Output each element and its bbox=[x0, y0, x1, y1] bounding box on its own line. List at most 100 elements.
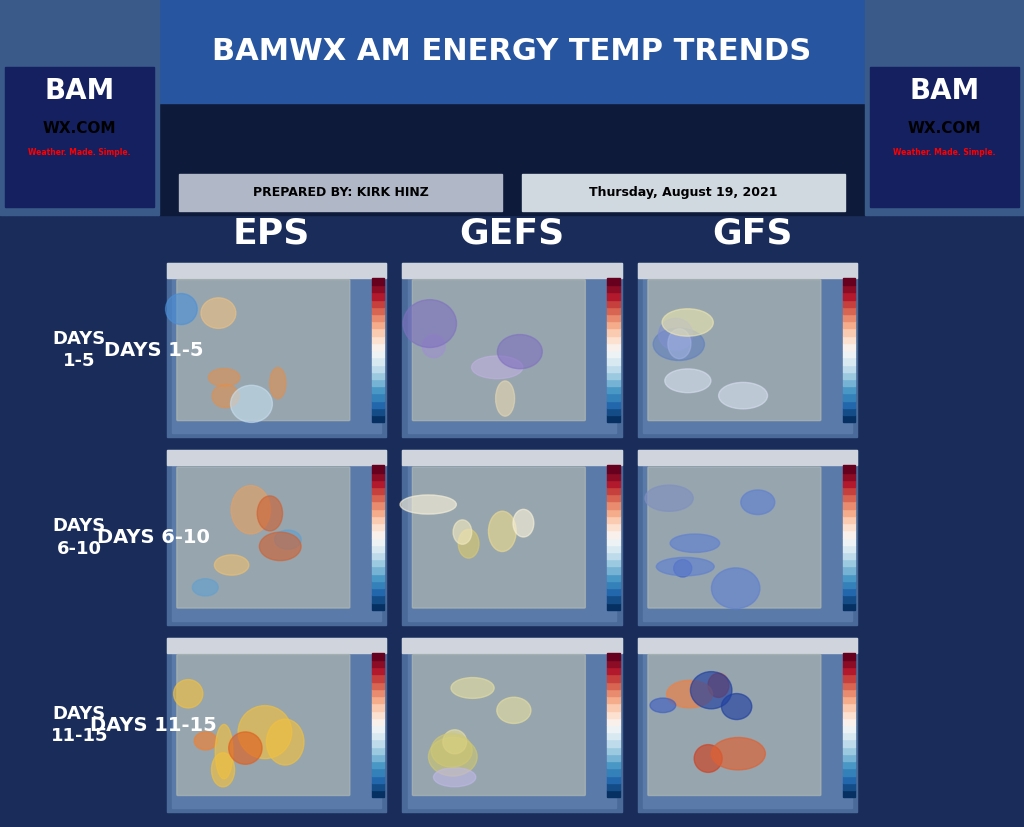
Ellipse shape bbox=[496, 381, 515, 416]
Ellipse shape bbox=[212, 385, 239, 408]
Bar bbox=[607, 278, 620, 285]
Text: DAYS
6-10: DAYS 6-10 bbox=[52, 518, 106, 557]
Ellipse shape bbox=[201, 298, 236, 328]
Bar bbox=[607, 495, 620, 501]
Text: DAYS 6-10: DAYS 6-10 bbox=[97, 528, 210, 547]
Bar bbox=[607, 703, 620, 710]
Bar bbox=[372, 278, 384, 285]
Ellipse shape bbox=[471, 356, 523, 379]
Text: WX.COM: WX.COM bbox=[43, 121, 116, 136]
Bar bbox=[372, 379, 384, 386]
Bar bbox=[372, 415, 384, 423]
Bar bbox=[638, 451, 857, 466]
Ellipse shape bbox=[694, 744, 722, 772]
Text: DAYS 1-5: DAYS 1-5 bbox=[103, 341, 204, 360]
Bar bbox=[607, 559, 620, 566]
Ellipse shape bbox=[665, 369, 711, 393]
Bar bbox=[159, 103, 865, 215]
Bar bbox=[372, 314, 384, 321]
Bar bbox=[167, 451, 386, 624]
Bar bbox=[372, 689, 384, 696]
Bar bbox=[843, 703, 855, 710]
Bar bbox=[843, 790, 855, 797]
Bar bbox=[372, 538, 384, 545]
Ellipse shape bbox=[269, 367, 286, 399]
Bar bbox=[372, 790, 384, 797]
Text: GEFS: GEFS bbox=[460, 217, 564, 251]
FancyBboxPatch shape bbox=[413, 654, 586, 796]
Bar bbox=[607, 530, 620, 538]
Bar bbox=[865, 0, 1024, 215]
Ellipse shape bbox=[212, 753, 234, 786]
Text: BAM: BAM bbox=[44, 77, 115, 105]
Ellipse shape bbox=[453, 520, 472, 544]
Ellipse shape bbox=[208, 369, 240, 386]
Bar bbox=[372, 581, 384, 588]
Bar bbox=[607, 516, 620, 523]
Ellipse shape bbox=[231, 485, 270, 534]
Bar bbox=[402, 638, 622, 653]
Bar bbox=[843, 495, 855, 501]
Bar bbox=[843, 480, 855, 487]
Bar bbox=[843, 408, 855, 415]
Bar bbox=[372, 660, 384, 667]
Bar bbox=[843, 343, 855, 350]
Text: DAYS 11-15: DAYS 11-15 bbox=[90, 715, 217, 734]
FancyBboxPatch shape bbox=[648, 280, 821, 421]
Ellipse shape bbox=[656, 557, 714, 576]
Bar bbox=[607, 545, 620, 552]
FancyBboxPatch shape bbox=[177, 654, 350, 796]
Bar bbox=[372, 739, 384, 747]
Ellipse shape bbox=[719, 382, 768, 409]
Bar bbox=[607, 386, 620, 394]
Bar bbox=[843, 501, 855, 509]
Bar bbox=[607, 588, 620, 595]
Bar bbox=[843, 595, 855, 603]
Ellipse shape bbox=[238, 705, 292, 758]
Bar bbox=[607, 372, 620, 379]
Bar bbox=[167, 451, 386, 466]
Bar bbox=[843, 725, 855, 732]
Ellipse shape bbox=[428, 737, 477, 776]
Bar bbox=[372, 566, 384, 574]
Bar bbox=[402, 263, 622, 437]
Ellipse shape bbox=[667, 681, 713, 708]
Bar bbox=[372, 653, 384, 660]
Bar bbox=[372, 667, 384, 675]
Bar bbox=[607, 307, 620, 314]
Bar bbox=[843, 581, 855, 588]
Bar bbox=[843, 386, 855, 394]
Ellipse shape bbox=[166, 294, 198, 324]
Bar bbox=[607, 667, 620, 675]
Bar bbox=[167, 263, 386, 437]
Bar bbox=[372, 386, 384, 394]
Bar bbox=[172, 267, 381, 433]
Ellipse shape bbox=[214, 555, 249, 576]
Bar bbox=[372, 285, 384, 292]
Ellipse shape bbox=[403, 299, 457, 347]
Bar bbox=[638, 451, 857, 624]
Bar bbox=[843, 365, 855, 372]
Bar bbox=[408, 267, 616, 433]
Text: DAYS
11-15: DAYS 11-15 bbox=[50, 705, 109, 745]
Bar bbox=[372, 530, 384, 538]
Bar bbox=[607, 538, 620, 545]
Ellipse shape bbox=[674, 560, 692, 577]
Bar bbox=[607, 328, 620, 336]
Bar bbox=[607, 739, 620, 747]
Bar bbox=[372, 696, 384, 703]
Bar bbox=[372, 703, 384, 710]
Bar bbox=[607, 581, 620, 588]
Bar bbox=[607, 574, 620, 581]
Bar bbox=[607, 696, 620, 703]
Bar bbox=[372, 545, 384, 552]
Bar bbox=[372, 603, 384, 609]
Bar bbox=[843, 336, 855, 343]
Bar bbox=[607, 732, 620, 739]
FancyBboxPatch shape bbox=[177, 467, 350, 608]
Bar bbox=[870, 67, 1019, 207]
Bar bbox=[372, 710, 384, 718]
Bar bbox=[843, 559, 855, 566]
Bar bbox=[0, 0, 1024, 103]
Bar bbox=[843, 660, 855, 667]
